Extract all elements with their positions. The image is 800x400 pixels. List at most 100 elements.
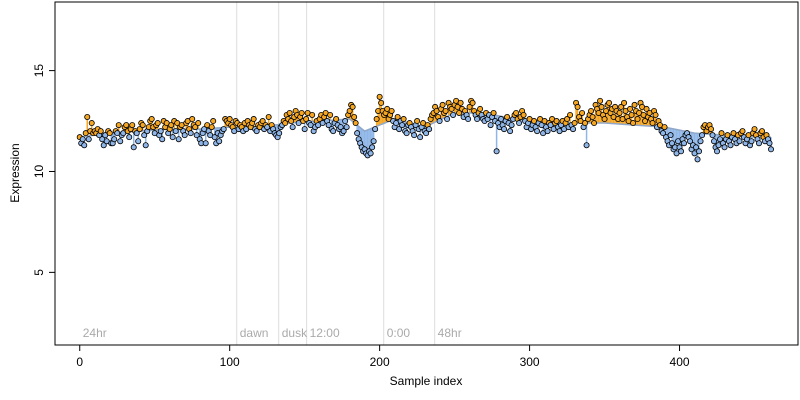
point [253, 128, 260, 135]
x-tick-label: 0 [76, 355, 83, 369]
point [748, 138, 755, 145]
point [394, 114, 401, 121]
point [520, 111, 527, 118]
point [501, 126, 508, 133]
point [123, 122, 130, 129]
point [288, 118, 295, 125]
point [202, 140, 209, 147]
x-tick-label: 300 [520, 355, 540, 369]
point [423, 130, 430, 137]
point [660, 130, 667, 137]
point [618, 103, 625, 110]
point [193, 132, 200, 139]
point [139, 122, 146, 129]
point [601, 116, 608, 123]
point [154, 120, 161, 127]
point [378, 99, 385, 106]
point [721, 144, 728, 151]
point [739, 128, 746, 135]
point [696, 148, 703, 155]
point [403, 130, 410, 137]
point [571, 120, 578, 127]
point [477, 105, 484, 112]
point [687, 138, 694, 145]
point [717, 136, 724, 143]
point [697, 138, 704, 145]
point [714, 148, 721, 155]
point [216, 138, 223, 145]
point [208, 124, 215, 131]
point [634, 116, 641, 123]
point [649, 120, 656, 127]
point [766, 140, 773, 147]
point [643, 105, 650, 112]
point [469, 99, 476, 106]
point [352, 120, 359, 127]
point [507, 128, 514, 135]
point [195, 120, 202, 127]
point [652, 111, 659, 118]
point [621, 99, 628, 106]
annotation: 48hr [438, 326, 462, 340]
point [330, 128, 337, 135]
point [325, 122, 332, 129]
point [630, 120, 637, 127]
x-tick-label: 100 [220, 355, 240, 369]
point [487, 122, 494, 129]
point [448, 105, 455, 112]
point [289, 124, 296, 131]
y-tick-label: 5 [32, 269, 46, 276]
point [436, 118, 443, 125]
point [759, 128, 766, 135]
point [276, 130, 283, 137]
annotation: dawn [240, 326, 269, 340]
point [376, 93, 383, 100]
point [627, 105, 634, 112]
point [303, 116, 310, 123]
point [286, 109, 293, 116]
point [588, 107, 595, 114]
point [591, 120, 598, 127]
point [370, 138, 377, 145]
point [751, 126, 758, 133]
point [157, 128, 164, 135]
point [589, 114, 596, 121]
point [694, 156, 701, 163]
point [337, 124, 344, 131]
point [141, 132, 148, 139]
point [727, 142, 734, 149]
point [465, 116, 472, 123]
point [367, 150, 374, 157]
point [396, 126, 403, 133]
point [631, 101, 638, 108]
point [100, 142, 107, 149]
point [327, 111, 334, 118]
point [79, 136, 86, 143]
point [417, 134, 424, 141]
point [681, 140, 688, 147]
point [516, 120, 523, 127]
point [172, 128, 179, 135]
point [768, 146, 775, 153]
point [699, 132, 706, 139]
point [661, 124, 668, 131]
annotation: dusk [282, 326, 308, 340]
point [130, 144, 137, 151]
point [259, 118, 266, 125]
point [309, 111, 316, 118]
point [442, 107, 449, 114]
point [414, 118, 421, 125]
point [115, 122, 122, 129]
point [210, 118, 217, 125]
point [570, 126, 577, 133]
point [667, 132, 674, 139]
point [169, 134, 176, 141]
annotation: 0:00 [387, 326, 411, 340]
point [117, 138, 124, 145]
point [342, 118, 349, 125]
point [106, 130, 113, 137]
point [736, 138, 743, 145]
point [606, 99, 613, 106]
y-axis-label: Expression [8, 143, 22, 202]
